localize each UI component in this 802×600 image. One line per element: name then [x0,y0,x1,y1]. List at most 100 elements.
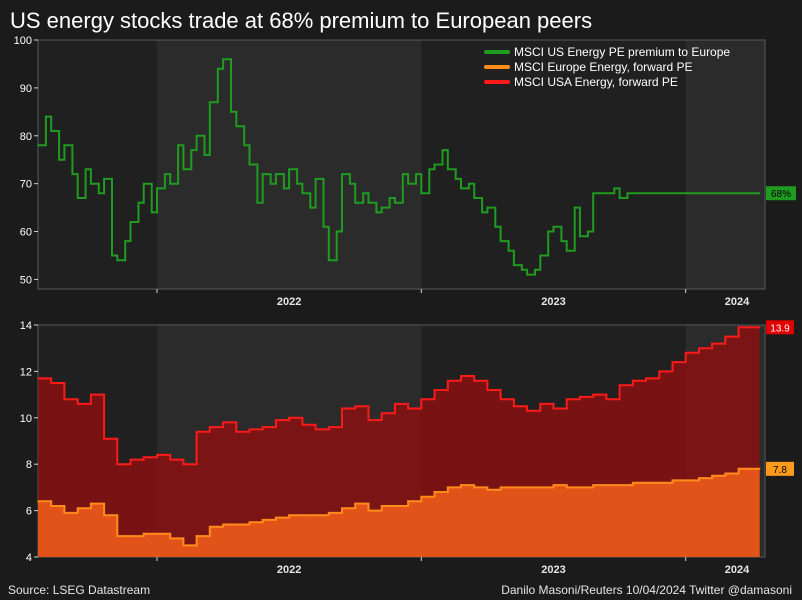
data-point [222,58,224,60]
data-point [737,326,740,329]
data-point [473,379,476,382]
data-point [341,507,343,510]
data-point [182,168,185,171]
data-point [758,468,761,470]
data-point [460,187,462,190]
data-point [314,514,317,516]
data-point [547,230,549,233]
data-point [50,130,52,132]
data-point [209,526,211,528]
data-point [111,254,113,257]
data-point [182,463,185,466]
data-point [309,206,312,209]
data-point [129,535,132,537]
data-point [698,192,700,194]
data-point [116,259,119,262]
end-value-box [766,186,796,201]
x-tick-label: 2023 [541,296,565,308]
data-point [473,197,476,199]
data-point [301,424,304,426]
data-point [473,486,476,489]
data-point [711,192,713,194]
data-point [552,226,555,228]
data-point [235,430,238,433]
data-point [367,202,370,204]
year-shade-band [156,40,422,289]
data-point [98,192,100,194]
data-point [645,192,647,194]
data-point [758,192,761,194]
data-point [420,398,423,401]
data-point [618,384,621,387]
chart-title: US energy stocks trade at 68% premium to… [10,8,593,33]
data-point [724,472,727,475]
data-point [626,192,629,194]
data-point [579,235,581,238]
data-point [698,477,700,479]
data-point [526,486,528,489]
data-point [539,486,542,489]
data-point [90,393,92,396]
data-point [513,486,515,489]
data-point [692,192,695,194]
data-point [737,468,740,470]
data-point [732,192,735,194]
data-point [447,168,449,171]
y-tick-label: 70 [20,179,32,191]
data-point [354,202,357,204]
data-point [156,533,158,535]
data-point [711,475,713,477]
data-point [560,240,563,242]
data-point [116,463,119,466]
data-point [288,168,290,171]
data-point [349,182,351,185]
data-point [37,144,39,147]
data-point [698,347,700,350]
data-point [129,458,132,461]
data-point [195,135,198,137]
data-point [261,519,264,521]
data-point [494,226,497,228]
y-tick-label: 12 [20,366,32,378]
data-point [460,484,462,486]
data-point [275,419,277,421]
data-point [142,182,145,185]
data-point [243,144,245,147]
data-point [177,144,179,147]
chart-panel-2: 4 6 8 10 12 14 2022 2023 2024 13.9 7.8 [20,320,794,576]
end-value-label: 13.9 [770,323,790,334]
y-tick-label: 50 [20,274,32,286]
data-point [605,398,608,401]
data-point [486,488,489,491]
data-point [534,269,536,271]
data-point [124,240,126,242]
data-point [301,192,304,194]
data-point [613,187,616,190]
data-point [328,512,330,514]
data-point [513,405,515,408]
data-point [37,500,39,503]
data-point [335,230,338,233]
data-point [37,377,39,380]
data-point [261,173,264,175]
data-point [164,173,166,175]
data-point [632,379,634,382]
data-point [341,407,343,410]
data-point [394,505,396,507]
data-point [235,523,238,526]
end-value-label: 68% [771,189,791,200]
data-point [521,269,523,271]
data-point [248,163,251,166]
y-tick-label: 8 [26,459,32,471]
year-shade-band [685,40,765,289]
data-point [600,192,602,194]
data-point [499,398,502,401]
data-point [724,192,727,194]
data-point [90,502,92,505]
end-value-box [766,461,794,476]
data-point [486,206,489,209]
data-point [322,226,325,228]
y-tick-label: 90 [20,83,32,95]
data-point [182,544,185,547]
